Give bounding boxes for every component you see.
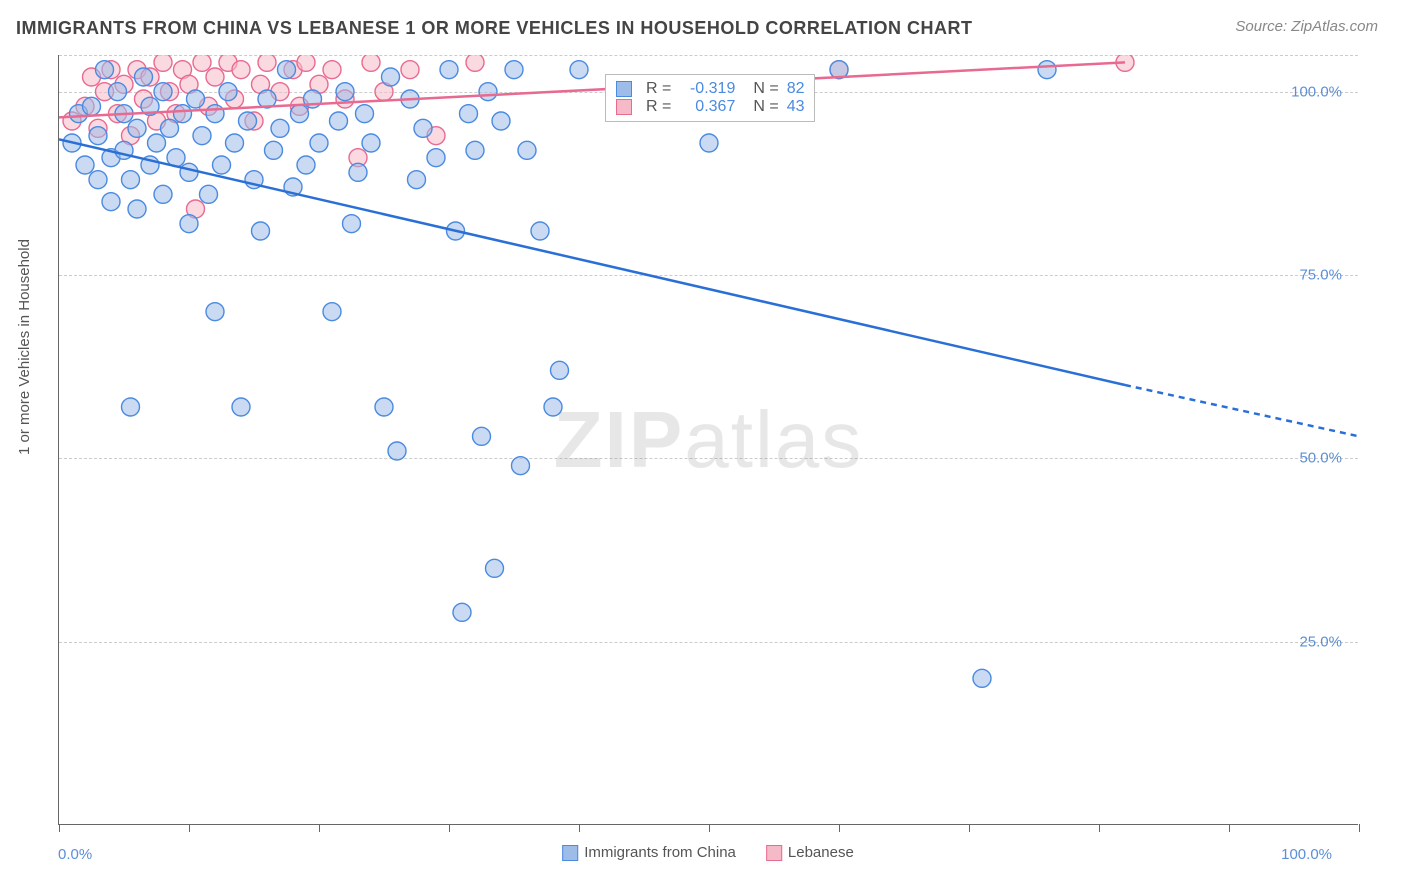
x-tick [1099,824,1100,832]
legend-swatch [616,81,632,97]
trend-line [59,139,1125,385]
x-tick [59,824,60,832]
series-legend-item: Immigrants from China [562,844,736,861]
chart-title: IMMIGRANTS FROM CHINA VS LEBANESE 1 OR M… [16,18,973,39]
x-axis-min-label: 0.0% [58,846,92,863]
x-tick [449,824,450,832]
y-axis-label: 1 or more Vehicles in Household [16,239,33,455]
x-tick [969,824,970,832]
correlation-legend-row: R =0.367N =43 [616,98,804,116]
x-tick [1229,824,1230,832]
trend-line [59,62,1125,117]
x-tick [319,824,320,832]
source-attribution: Source: ZipAtlas.com [1235,18,1378,35]
correlation-legend-row: R =-0.319N =82 [616,80,804,98]
legend-swatch [616,99,632,115]
series-legend: Immigrants from China Lebanese [562,844,854,861]
x-axis-max-label: 100.0% [1281,846,1332,863]
plot-region: ZIPatlas R =-0.319N =82R =0.367N =43 25.… [58,55,1358,825]
trend-line [1125,385,1359,436]
x-tick [579,824,580,832]
x-tick [1359,824,1360,832]
x-axis: 0.0% Immigrants from China Lebanese 100.0… [58,833,1358,863]
legend-swatch [562,845,578,861]
x-tick [189,824,190,832]
trend-lines-layer [59,55,1359,825]
x-tick [709,824,710,832]
x-tick [839,824,840,832]
chart-area: 1 or more Vehicles in Household ZIPatlas… [46,55,1386,857]
legend-swatch [766,845,782,861]
correlation-legend: R =-0.319N =82R =0.367N =43 [605,74,815,122]
series-legend-item: Lebanese [766,844,854,861]
